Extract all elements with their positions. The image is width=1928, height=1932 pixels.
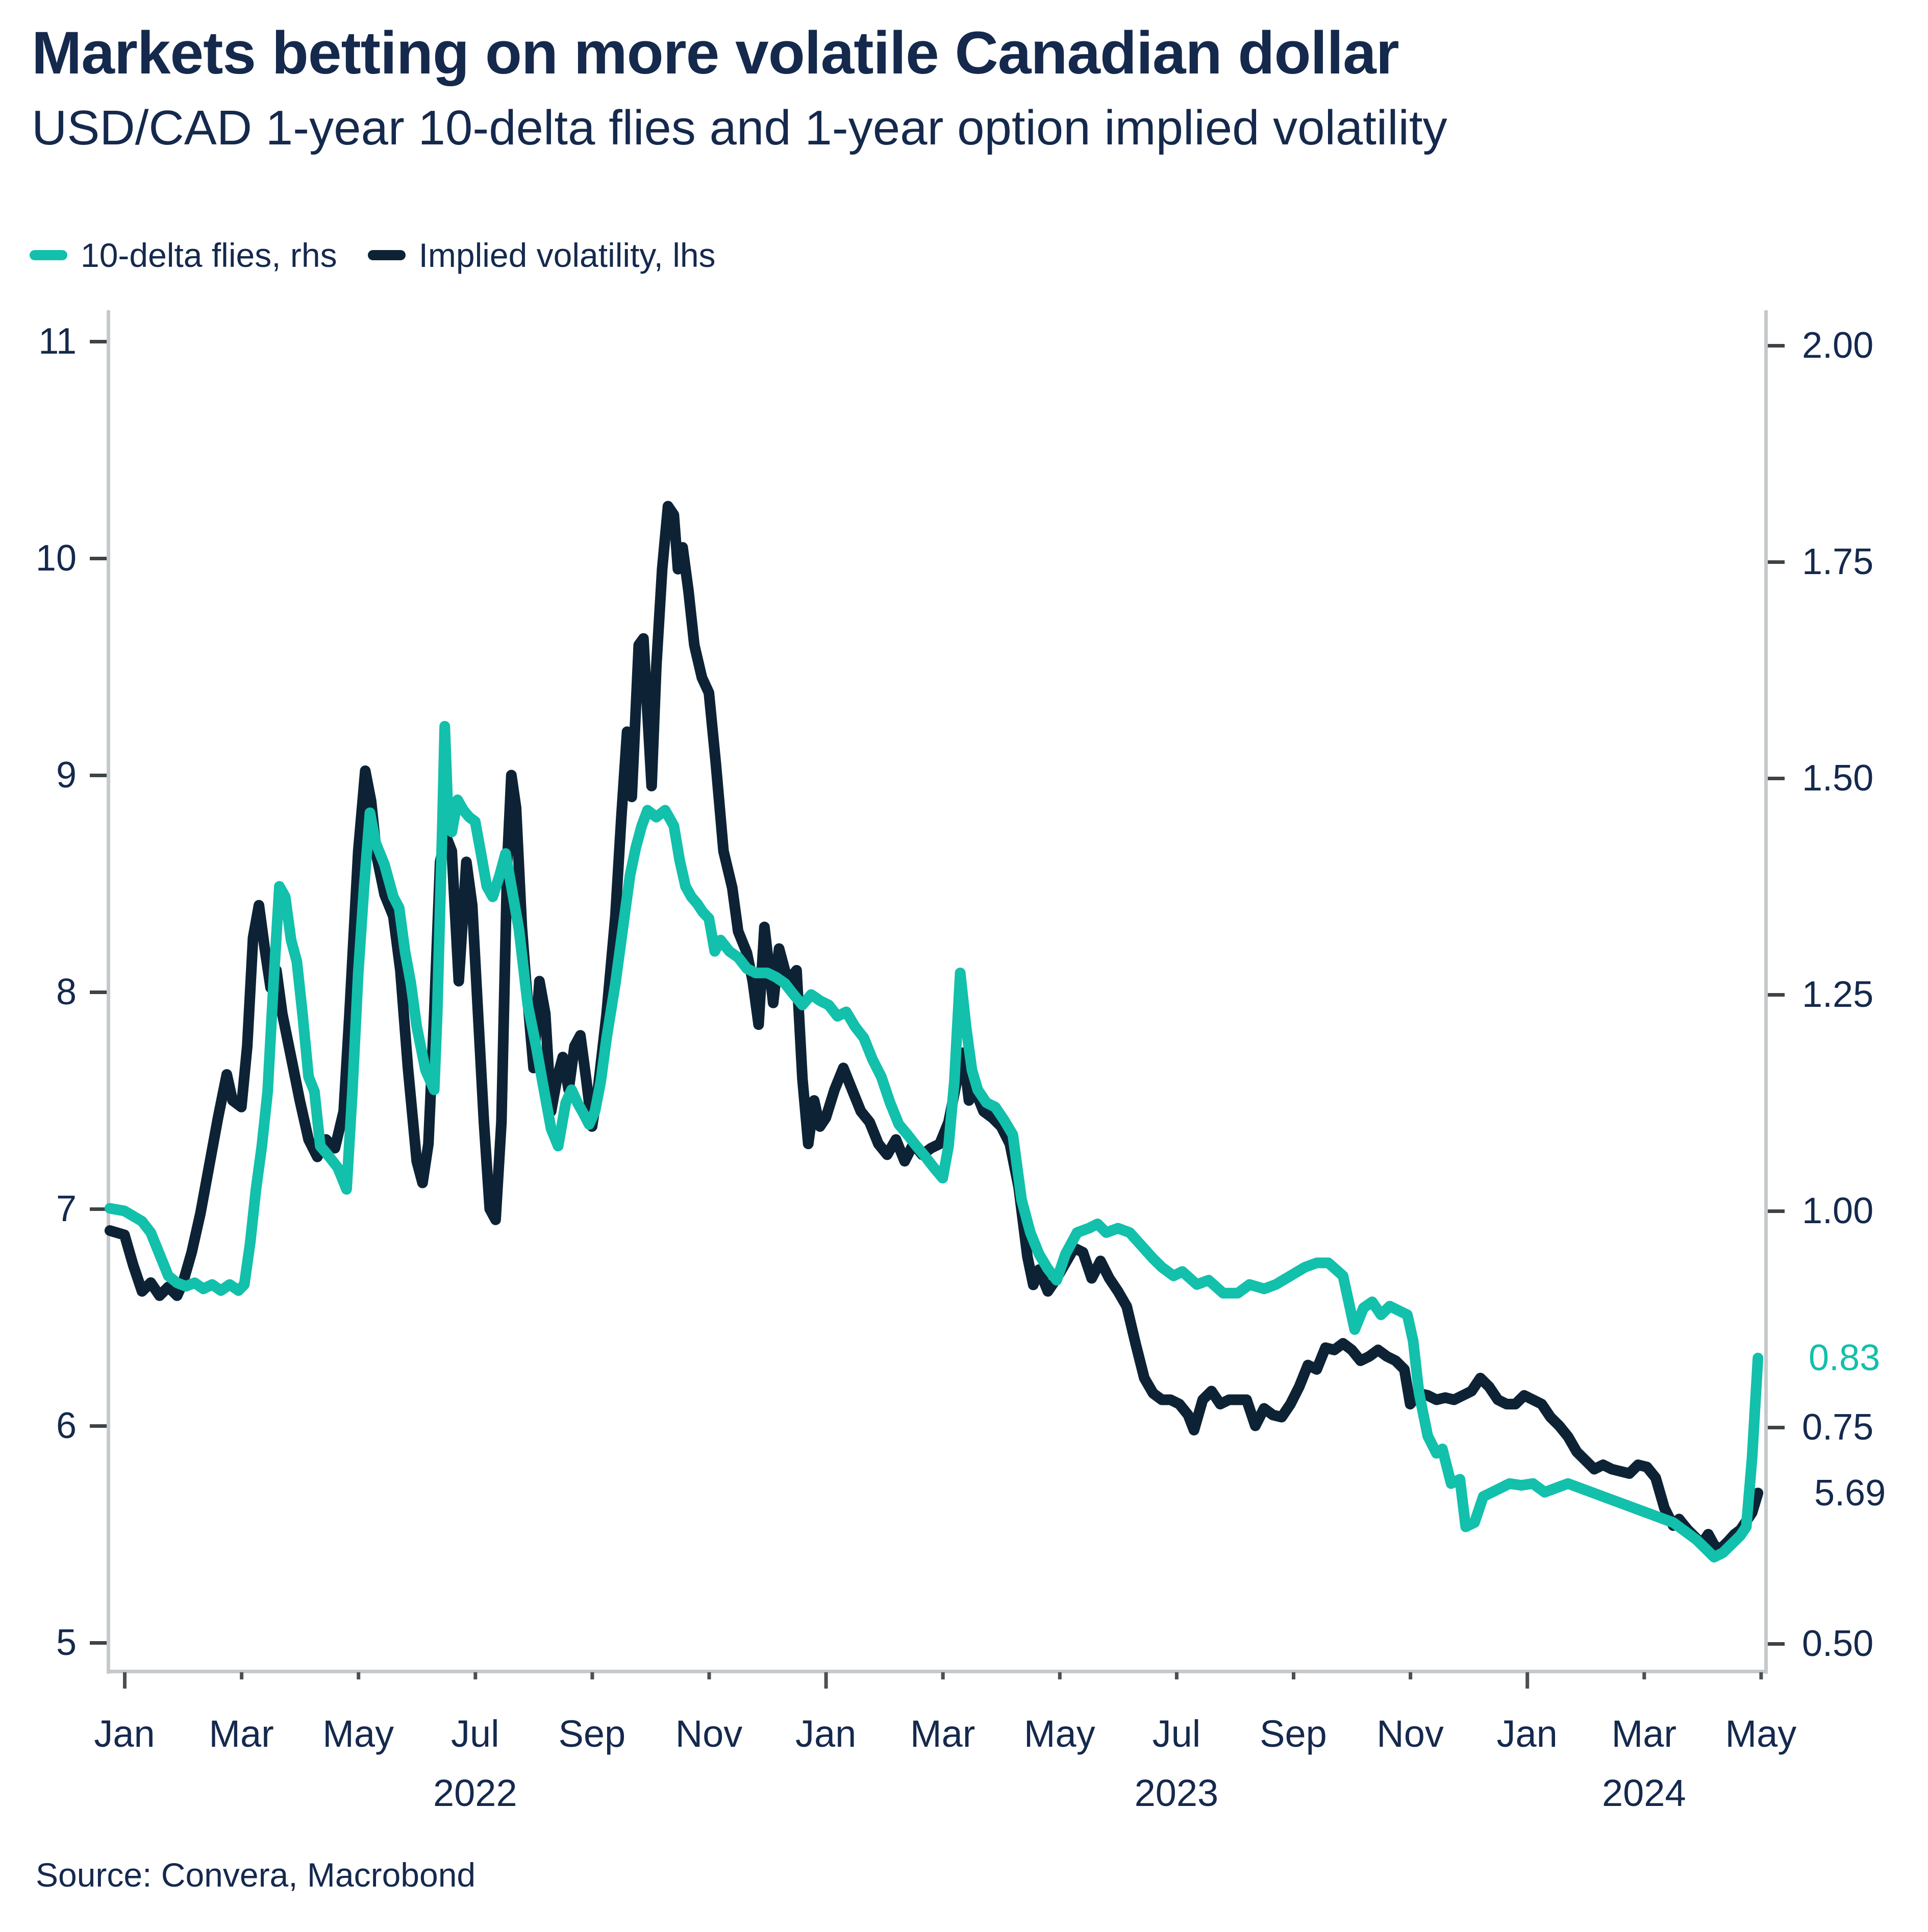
x-axis-label-month: Sep [558, 1713, 626, 1755]
x-axis-label-month: May [1023, 1713, 1095, 1755]
y-tick-left [90, 557, 107, 560]
x-axis-label-year: 2023 [1134, 1772, 1219, 1814]
y-axis-label-left: 11 [38, 321, 77, 362]
y-tick-right [1768, 344, 1785, 348]
legend-item-implied-volatility: Implied volatility, lhs [367, 236, 716, 275]
legend-label-implied-volatility: Implied volatility, lhs [418, 236, 716, 274]
x-axis-label-month: May [322, 1713, 394, 1755]
x-tick-month [590, 1672, 594, 1679]
y-axis-label-right: 0.75 [1802, 1407, 1874, 1448]
y-axis-line-right [1764, 310, 1768, 1674]
x-axis-label-month: Mar [1611, 1713, 1677, 1755]
y-axis-label-left: 8 [56, 972, 77, 1012]
y-tick-right [1768, 777, 1785, 780]
y-tick-left [90, 990, 107, 994]
x-axis-label-month: Jan [795, 1713, 857, 1755]
x-tick-year [1525, 1672, 1530, 1689]
x-axis-label-month: Jan [94, 1713, 155, 1755]
x-tick-month [1409, 1672, 1413, 1679]
x-tick-month [357, 1672, 361, 1679]
x-tick-month [1759, 1672, 1763, 1679]
navy-line-swatch-icon [367, 250, 406, 260]
series-line-10-delta-flies [104, 721, 1764, 1563]
x-tick-month [1174, 1672, 1179, 1679]
legend-label-10-delta-flies: 10-delta flies, rhs [81, 236, 337, 274]
y-tick-left [90, 1424, 107, 1428]
y-tick-left [90, 1641, 107, 1645]
y-axis-label-right: 1.50 [1802, 758, 1874, 799]
y-axis-label-left: 10 [35, 538, 77, 579]
y-axis-line-left [107, 310, 110, 1674]
y-axis-label-left: 6 [56, 1405, 77, 1446]
y-axis-label-right: 0.50 [1802, 1623, 1874, 1664]
y-axis-label-right: 1.25 [1802, 974, 1874, 1015]
x-axis-label-month: Mar [910, 1713, 975, 1755]
x-axis-label-year: 2024 [1601, 1772, 1686, 1814]
series-line-implied-volatility [104, 501, 1764, 1555]
y-tick-left [90, 774, 107, 777]
x-tick-month [1058, 1672, 1062, 1679]
legend-item-10-delta-flies: 10-delta flies, rhs [30, 236, 337, 275]
x-axis-label-month: Sep [1260, 1713, 1327, 1755]
y-axis-label-left: 7 [56, 1188, 77, 1229]
x-tick-year [824, 1672, 828, 1689]
x-axis-label-month: Mar [209, 1713, 274, 1755]
current-value-label-implied-volatility: 5.69 [1814, 1473, 1886, 1514]
page-title: Markets betting on more volatile Canadia… [32, 19, 1399, 87]
current-value-label-10-delta-flies: 0.83 [1809, 1337, 1881, 1378]
x-axis-label-month: Jan [1496, 1713, 1558, 1755]
y-axis-label-left: 5 [56, 1622, 77, 1663]
x-axis-label-month: Nov [1376, 1713, 1444, 1755]
teal-line-swatch-icon [30, 250, 67, 260]
y-axis-label-right: 1.00 [1802, 1191, 1874, 1231]
x-axis-label-month: May [1725, 1713, 1797, 1755]
x-tick-month [240, 1672, 244, 1679]
x-tick-year [123, 1672, 127, 1689]
x-tick-month [707, 1672, 711, 1679]
x-tick-month [1642, 1672, 1646, 1679]
y-tick-right [1768, 1426, 1785, 1429]
x-axis-label-month: Nov [675, 1713, 743, 1755]
y-axis-label-left: 9 [56, 755, 77, 796]
x-axis-line [107, 1670, 1768, 1673]
x-tick-month [1292, 1672, 1295, 1679]
y-tick-left [90, 1207, 107, 1211]
x-tick-month [941, 1672, 945, 1679]
x-tick-month [473, 1672, 478, 1679]
x-axis-label-year: 2022 [433, 1772, 517, 1814]
y-tick-right [1768, 1642, 1785, 1646]
y-axis-label-right: 1.75 [1802, 541, 1874, 582]
y-tick-right [1768, 1209, 1785, 1213]
source-note: Source: Convera, Macrobond [36, 1856, 476, 1894]
x-axis-label-month: Jul [1152, 1713, 1201, 1755]
y-axis-label-right: 2.00 [1802, 325, 1874, 366]
y-tick-left [90, 340, 107, 343]
legend: 10-delta flies, rhs Implied volatility, … [30, 236, 716, 275]
y-tick-right [1768, 560, 1785, 564]
x-axis-label-month: Jul [450, 1713, 499, 1755]
chart-subtitle: USD/CAD 1-year 10-delta flies and 1-year… [32, 101, 1447, 155]
y-tick-right [1768, 993, 1785, 997]
